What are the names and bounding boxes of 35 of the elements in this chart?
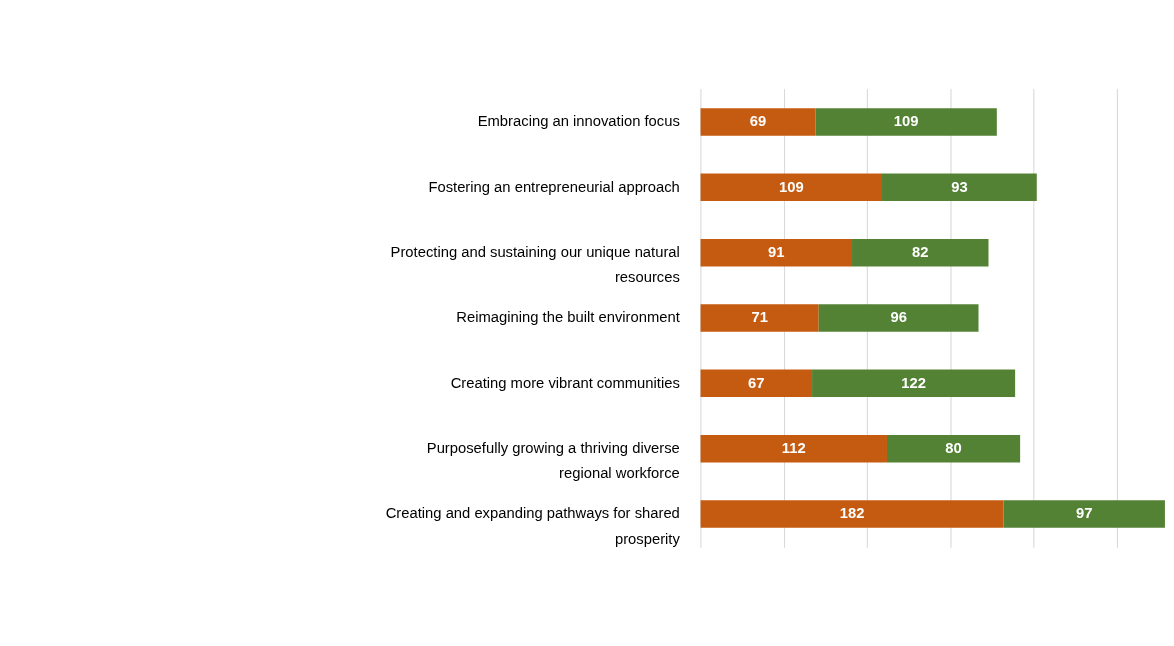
data-label: 96 [890, 309, 907, 326]
bar [700, 500, 1004, 528]
bar [818, 304, 979, 332]
bar [700, 108, 816, 136]
y-tick-label: Protecting and sustaining our unique natural resources [390, 244, 680, 286]
y-tick-label: Purposefully growing a thriving diverse regional workforce [426, 440, 680, 482]
bar [881, 173, 1037, 202]
data-label: 109 [893, 113, 919, 130]
bar [700, 173, 882, 202]
bar [700, 238, 853, 267]
y-tick-label: Fostering an entrepreneurial approach [428, 178, 680, 195]
y-tick-label: Embracing an innovation focus [477, 113, 680, 130]
bar [700, 304, 819, 332]
data-label: 69 [749, 113, 767, 130]
bar [700, 434, 887, 463]
data-label: 109 [778, 178, 804, 195]
y-tick-label: Creating and expanding pathways for shared prosperity [385, 505, 681, 547]
bar [700, 369, 813, 398]
data-label: 82 [912, 244, 929, 261]
bar [812, 369, 1016, 398]
bar [852, 238, 989, 267]
y-tick-label: Creating more vibrant communities [450, 374, 680, 391]
data-label: 71 [751, 309, 768, 326]
data-label: 97 [1075, 505, 1093, 522]
data-label: 182 [839, 505, 865, 522]
bar [1003, 500, 1165, 528]
bar [886, 434, 1021, 463]
data-label: 91 [768, 244, 785, 261]
data-label: 80 [945, 440, 962, 457]
data-label: 93 [951, 178, 968, 195]
data-label: 67 [748, 374, 765, 391]
data-label: 112 [781, 440, 806, 457]
bar [815, 108, 997, 136]
data-label: 122 [901, 374, 926, 391]
y-tick-label: Reimagining the built environment [456, 309, 680, 326]
